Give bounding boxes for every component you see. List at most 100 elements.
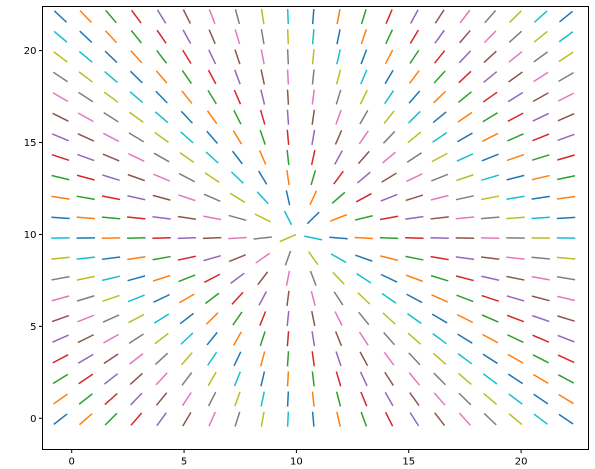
field-segment — [76, 174, 95, 181]
field-segment — [455, 256, 475, 261]
field-segment — [335, 69, 342, 85]
field-segment — [355, 254, 373, 262]
field-segment — [310, 149, 316, 166]
field-segment — [128, 333, 144, 344]
field-segment — [231, 150, 243, 165]
field-segment — [405, 255, 424, 261]
field-segment — [304, 235, 323, 241]
field-segment — [356, 171, 371, 184]
field-segment — [335, 351, 342, 367]
field-segment — [481, 153, 499, 162]
field-segment — [333, 291, 344, 306]
field-segment — [380, 255, 399, 262]
field-segment — [360, 391, 368, 407]
field-segment — [228, 236, 247, 240]
field-segment — [53, 413, 68, 425]
field-segment — [130, 9, 142, 24]
field-segment — [182, 412, 192, 427]
field-segment — [311, 69, 315, 85]
field-segment — [507, 353, 524, 364]
field-segment — [434, 412, 446, 426]
field-segment — [483, 71, 498, 83]
field-segment — [407, 332, 422, 345]
field-segment — [231, 291, 244, 305]
field-segment — [432, 352, 447, 365]
field-segment — [228, 214, 247, 222]
field-segment — [180, 110, 194, 124]
field-segment — [557, 334, 575, 343]
field-segment — [279, 233, 297, 243]
field-segment — [458, 50, 472, 64]
field-segment — [127, 275, 146, 282]
field-segment — [130, 50, 143, 64]
field-segment — [557, 92, 575, 102]
field-segment — [431, 173, 449, 182]
field-segment — [358, 331, 369, 346]
field-segment — [152, 274, 171, 282]
field-segment — [77, 334, 94, 344]
field-segment — [558, 51, 574, 63]
field-segment — [127, 173, 146, 182]
field-segment — [533, 413, 548, 425]
field-segment — [508, 71, 523, 83]
field-segment — [286, 89, 290, 105]
field-segment — [329, 236, 348, 240]
field-segment — [51, 295, 70, 302]
field-segment — [430, 274, 449, 282]
field-segment — [155, 372, 168, 386]
field-segment — [531, 174, 550, 181]
field-segment — [408, 372, 421, 386]
field-segment — [457, 91, 472, 104]
field-segment — [457, 111, 473, 123]
field-segment — [336, 29, 341, 45]
field-segment — [208, 29, 216, 45]
field-segment — [558, 31, 574, 43]
field-segment — [51, 195, 70, 200]
field-segment — [258, 291, 268, 306]
field-segment — [334, 331, 343, 347]
field-segment — [178, 194, 196, 202]
field-segment — [358, 311, 370, 326]
field-segment — [103, 353, 119, 365]
x-axis-ticks: 0 5 10 15 20 — [69, 449, 527, 468]
y-axis-ticks: 0 5 10 15 20 — [24, 46, 43, 425]
field-segment — [357, 292, 371, 305]
field-segment — [331, 191, 346, 204]
field-segment — [407, 110, 421, 124]
field-segment — [379, 215, 399, 221]
field-segment — [557, 354, 575, 364]
field-segment — [482, 132, 499, 142]
field-segment — [181, 372, 193, 386]
field-segment — [484, 10, 497, 24]
field-segment — [153, 152, 170, 163]
field-segment — [556, 216, 576, 220]
field-segment — [182, 9, 192, 24]
field-segment — [432, 333, 447, 345]
field-segment — [359, 351, 369, 367]
field-segment — [51, 256, 70, 260]
field-segment — [127, 194, 146, 201]
field-segment — [406, 293, 423, 304]
field-segment — [127, 216, 146, 220]
field-segment — [311, 391, 315, 407]
field-segment — [102, 275, 121, 282]
field-segment — [177, 236, 197, 240]
field-segment — [233, 371, 242, 387]
field-segment — [286, 29, 290, 45]
field-segment — [155, 392, 168, 406]
field-segment — [311, 29, 315, 45]
field-segment — [205, 151, 219, 164]
field-segment — [532, 314, 550, 323]
field-segment — [385, 29, 394, 45]
field-segment — [53, 51, 68, 63]
field-segment — [507, 112, 524, 123]
field-segment — [405, 236, 424, 240]
field-segment — [433, 90, 447, 104]
field-segment — [532, 133, 550, 142]
field-segment — [531, 275, 550, 281]
field-segment — [153, 293, 170, 303]
field-segment — [284, 250, 292, 266]
field-segment — [253, 236, 272, 240]
field-segment — [533, 51, 549, 63]
field-segment — [480, 256, 500, 261]
